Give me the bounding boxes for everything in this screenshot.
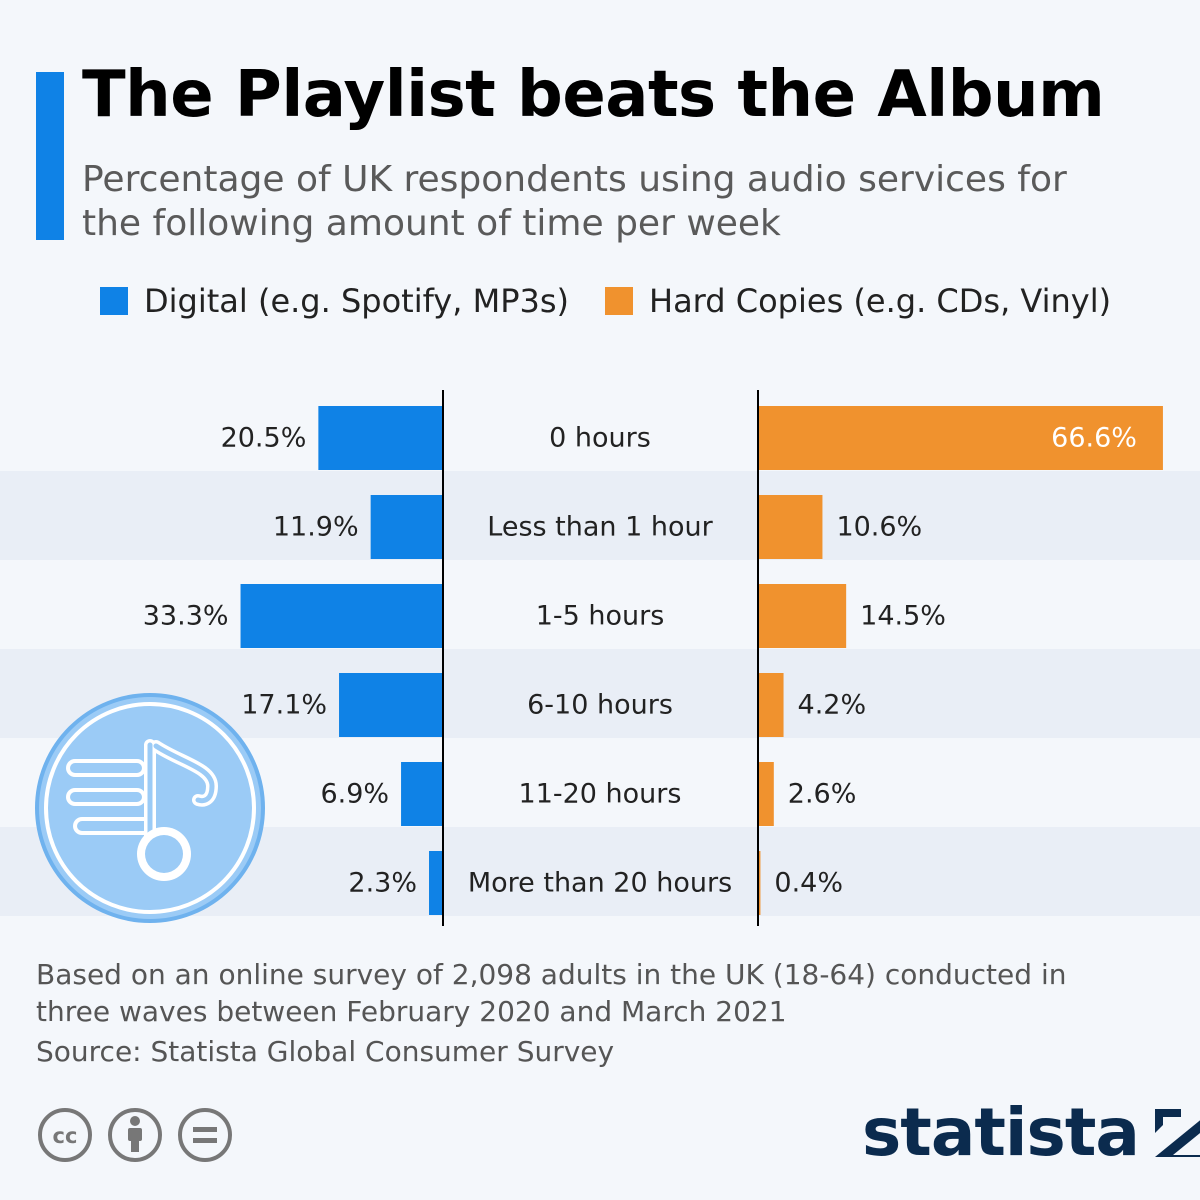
category-label: 1-5 hours — [536, 601, 665, 632]
statista-brand: statista — [862, 1098, 1200, 1168]
legend-item-digital: Digital (e.g. Spotify, MP3s) — [100, 282, 569, 320]
value-label-hard-copies: 0.4% — [774, 868, 843, 899]
bar-digital — [318, 406, 443, 470]
bar-hard-copies — [758, 584, 847, 648]
value-label-digital: 6.9% — [320, 779, 389, 810]
svg-text:cc: cc — [53, 1124, 78, 1148]
value-label-hard-copies: 14.5% — [860, 601, 946, 632]
value-label-digital: 33.3% — [143, 601, 229, 632]
title-accent-bar — [36, 72, 64, 240]
category-label: 6-10 hours — [527, 690, 673, 721]
bar-digital — [370, 495, 443, 559]
legend-swatch-digital — [100, 287, 128, 315]
category-label: Less than 1 hour — [487, 512, 713, 543]
bar-hard-copies — [758, 762, 774, 826]
value-label-digital: 2.3% — [348, 868, 417, 899]
category-label: 11-20 hours — [519, 779, 682, 810]
bar-hard-copies — [758, 406, 1163, 470]
legend-swatch-hard-copies — [605, 287, 633, 315]
chart-title: The Playlist beats the Album — [82, 58, 1105, 132]
value-label-digital: 17.1% — [241, 690, 327, 721]
bar-digital — [339, 673, 443, 737]
legend-label-hard-copies: Hard Copies (e.g. CDs, Vinyl) — [649, 282, 1112, 320]
bar-hard-copies — [758, 673, 784, 737]
chart-subtitle: Percentage of UK respondents using audio… — [82, 159, 1067, 244]
bar-digital — [429, 851, 443, 915]
statista-logo-icon — [1154, 1109, 1200, 1157]
creative-commons-icon: cc — [38, 1108, 92, 1162]
butterfly-bar-chart: 20.5% 66.6% 0 hours 11.9% 10.6% Less than 1 h… — [0, 390, 1200, 926]
value-label-hard-copies: 2.6% — [788, 779, 857, 810]
music-note-icon — [35, 693, 265, 923]
survey-note: Based on an online survey of 2,098 adult… — [36, 958, 1067, 1028]
bar-hard-copies — [758, 851, 761, 915]
value-label-hard-copies: 4.2% — [798, 690, 867, 721]
license-icons: cc — [36, 1106, 246, 1164]
legend: Digital (e.g. Spotify, MP3s) Hard Copies… — [100, 281, 1147, 321]
bar-digital — [401, 762, 443, 826]
category-label: 0 hours — [549, 423, 651, 454]
legend-item-hard-copies: Hard Copies (e.g. CDs, Vinyl) — [605, 282, 1111, 320]
brand-wordmark: statista — [862, 1094, 1140, 1171]
value-label-hard-copies: 66.6% — [1051, 423, 1137, 454]
value-label-digital: 20.5% — [221, 423, 307, 454]
bar-hard-copies — [758, 495, 823, 559]
bar-digital — [240, 584, 443, 648]
row-band — [0, 471, 1200, 560]
legend-label-digital: Digital (e.g. Spotify, MP3s) — [144, 282, 569, 320]
attribution-icon — [108, 1108, 162, 1162]
no-derivatives-icon — [178, 1108, 232, 1162]
value-label-digital: 11.9% — [273, 512, 359, 543]
source-line: Source: Statista Global Consumer Survey — [36, 1035, 615, 1068]
value-label-hard-copies: 10.6% — [836, 512, 922, 543]
category-label: More than 20 hours — [468, 868, 732, 899]
